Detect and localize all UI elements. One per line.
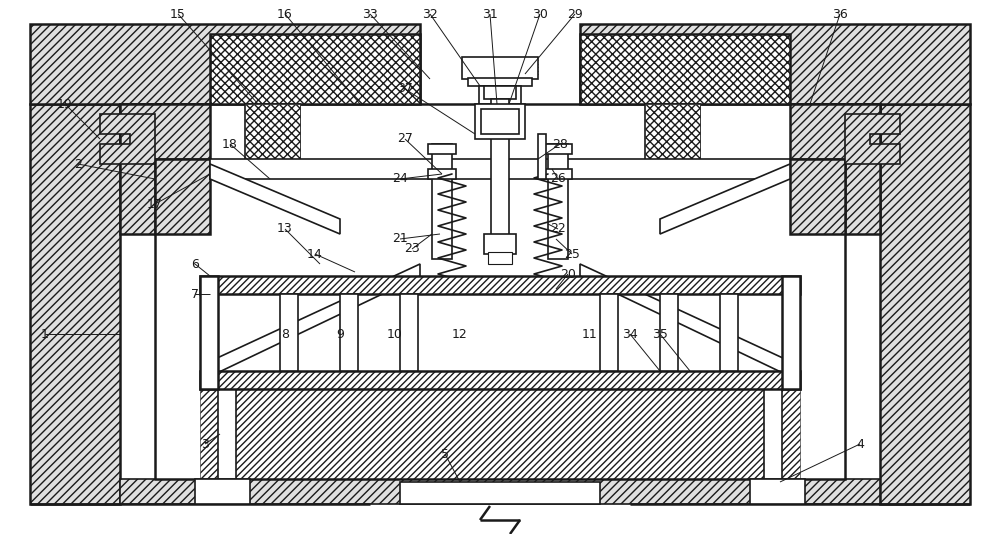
- Text: 19: 19: [57, 98, 73, 111]
- Bar: [548, 144, 568, 259]
- Text: 13: 13: [277, 223, 293, 235]
- Bar: [645, 104, 700, 159]
- Bar: [488, 252, 512, 264]
- Bar: [280, 294, 298, 371]
- Polygon shape: [660, 164, 790, 234]
- Bar: [484, 234, 516, 254]
- Polygon shape: [30, 104, 120, 504]
- Polygon shape: [155, 159, 210, 234]
- Bar: [200, 371, 800, 389]
- Bar: [400, 294, 418, 371]
- Text: 8: 8: [281, 327, 289, 341]
- Text: 10: 10: [387, 327, 403, 341]
- Bar: [200, 276, 218, 389]
- Bar: [428, 144, 456, 154]
- Bar: [750, 479, 805, 504]
- Bar: [544, 169, 572, 179]
- Bar: [720, 294, 738, 371]
- Polygon shape: [120, 104, 210, 159]
- Polygon shape: [580, 24, 970, 104]
- Bar: [782, 276, 800, 389]
- Text: 3: 3: [201, 437, 209, 451]
- Polygon shape: [790, 104, 880, 159]
- Polygon shape: [580, 34, 790, 104]
- Text: 37: 37: [397, 82, 413, 96]
- Text: 31: 31: [482, 7, 498, 20]
- Bar: [200, 276, 800, 294]
- Polygon shape: [100, 114, 155, 164]
- Polygon shape: [845, 114, 900, 164]
- Text: 7: 7: [191, 287, 199, 301]
- Polygon shape: [245, 104, 300, 159]
- Polygon shape: [120, 104, 180, 234]
- Text: 29: 29: [567, 7, 583, 20]
- Text: 25: 25: [564, 247, 580, 261]
- Bar: [462, 57, 538, 79]
- Polygon shape: [210, 34, 420, 104]
- Bar: [340, 294, 358, 371]
- Text: 27: 27: [397, 132, 413, 145]
- Bar: [538, 134, 546, 179]
- Text: 18: 18: [222, 137, 238, 151]
- Bar: [491, 99, 509, 244]
- Text: 24: 24: [392, 172, 408, 185]
- Text: 12: 12: [452, 327, 468, 341]
- Bar: [484, 86, 516, 99]
- Text: 16: 16: [277, 7, 293, 20]
- Text: 20: 20: [560, 268, 576, 280]
- Text: 6: 6: [191, 257, 199, 271]
- Text: 5: 5: [441, 447, 449, 460]
- Bar: [195, 479, 250, 504]
- Bar: [660, 294, 678, 371]
- Polygon shape: [580, 264, 785, 374]
- Bar: [400, 482, 600, 504]
- Bar: [218, 389, 236, 479]
- Text: 35: 35: [652, 327, 668, 341]
- Text: 11: 11: [582, 327, 598, 341]
- Text: 2: 2: [74, 158, 82, 170]
- Polygon shape: [30, 24, 420, 104]
- Bar: [600, 294, 618, 371]
- Bar: [475, 104, 525, 139]
- Bar: [481, 109, 519, 134]
- Text: 36: 36: [832, 7, 848, 20]
- Text: 34: 34: [622, 327, 638, 341]
- Text: 21: 21: [392, 232, 408, 246]
- Text: 33: 33: [362, 7, 378, 20]
- Polygon shape: [645, 104, 700, 159]
- Bar: [210, 159, 790, 179]
- Bar: [432, 144, 452, 259]
- Polygon shape: [215, 264, 420, 374]
- Text: 26: 26: [550, 172, 566, 185]
- Polygon shape: [820, 104, 880, 234]
- Bar: [764, 389, 782, 479]
- Bar: [428, 169, 456, 179]
- Polygon shape: [120, 479, 880, 504]
- Bar: [479, 86, 521, 104]
- Bar: [468, 78, 532, 86]
- Polygon shape: [210, 164, 340, 234]
- Text: 32: 32: [422, 7, 438, 20]
- Bar: [155, 104, 845, 479]
- Bar: [245, 104, 300, 159]
- Polygon shape: [790, 159, 845, 234]
- Text: 17: 17: [147, 198, 163, 210]
- Polygon shape: [880, 104, 970, 504]
- Text: 14: 14: [307, 247, 323, 261]
- Text: 23: 23: [404, 242, 420, 255]
- Bar: [544, 144, 572, 154]
- Text: 28: 28: [552, 137, 568, 151]
- Text: 9: 9: [336, 327, 344, 341]
- Text: 30: 30: [532, 7, 548, 20]
- Text: 15: 15: [170, 7, 186, 20]
- Text: 1: 1: [41, 327, 49, 341]
- Text: 22: 22: [550, 223, 566, 235]
- Text: 4: 4: [856, 437, 864, 451]
